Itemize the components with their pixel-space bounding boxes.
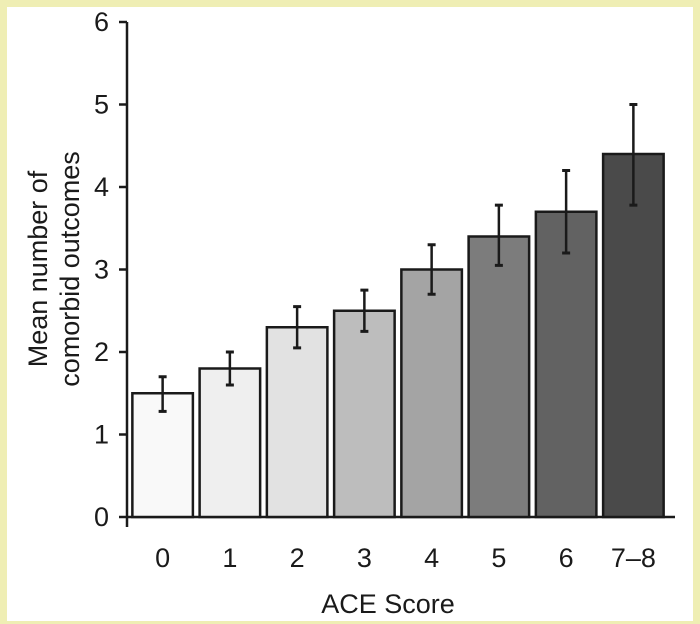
- x-tick-label: 4: [424, 543, 439, 573]
- x-tick-label: 7–8: [611, 543, 656, 573]
- y-axis-title-line: Mean number of: [23, 170, 53, 367]
- x-tick-labels: 0 1 2 3 4 5 6 7–8: [155, 543, 656, 573]
- x-tick-label: 2: [290, 543, 305, 573]
- chart-frame: 0 1 2 3 4 5 6 0 1 2 3 4 5 6 7–8 Mean number ofcomorbi…: [7, 7, 693, 621]
- x-tick-label: 5: [491, 543, 506, 573]
- x-tick-label: 0: [155, 543, 170, 573]
- bar: [467, 235, 531, 519]
- y-ticks: 0 1 2 3 4 5 6: [94, 7, 127, 532]
- y-tick-label: 4: [94, 172, 109, 202]
- bar: [534, 210, 598, 519]
- y-tick-label: 1: [94, 420, 109, 450]
- bar-chart: 0 1 2 3 4 5 6 0 1 2 3 4 5 6 7–8 Mean number ofcomorbi…: [23, 7, 675, 619]
- x-tick-label: 6: [559, 543, 574, 573]
- bar: [198, 367, 262, 519]
- bar: [265, 326, 329, 519]
- bars: [131, 152, 665, 519]
- y-tick-label: 2: [94, 337, 109, 367]
- y-axis-title-line: comorbid outcomes: [55, 151, 85, 387]
- error-bars: [158, 103, 638, 413]
- x-axis-title: ACE Score: [321, 589, 455, 619]
- x-tick-label: 3: [357, 543, 372, 573]
- y-tick-label: 6: [94, 7, 109, 37]
- y-tick-label: 5: [94, 90, 109, 120]
- y-tick-label: 0: [94, 502, 109, 532]
- bar: [400, 268, 464, 519]
- x-tick-label: 1: [222, 543, 237, 573]
- bar: [332, 309, 396, 519]
- y-tick-label: 3: [94, 255, 109, 285]
- bar: [601, 152, 665, 519]
- y-axis-title: Mean number ofcomorbid outcomes: [23, 151, 85, 387]
